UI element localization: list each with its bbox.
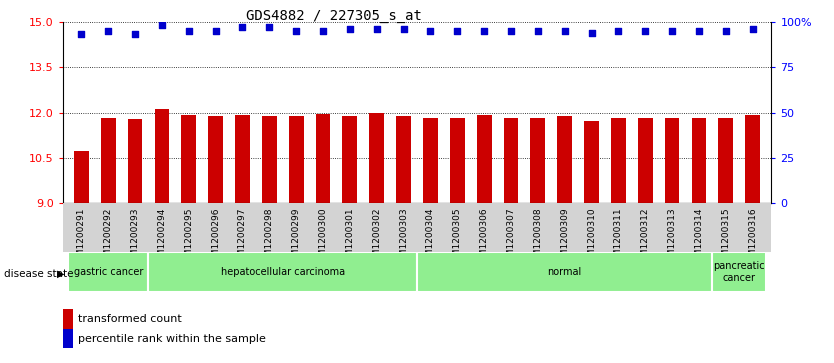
Bar: [718, 118, 733, 203]
Point: [666, 28, 679, 34]
Point: [316, 28, 329, 34]
Point: [477, 28, 490, 34]
Text: GSM1200313: GSM1200313: [667, 207, 676, 268]
Point: [611, 28, 625, 34]
Text: gastric cancer: gastric cancer: [73, 267, 143, 277]
Text: GSM1200298: GSM1200298: [265, 207, 274, 268]
Point: [370, 26, 384, 32]
Bar: [369, 113, 384, 203]
Text: GSM1200316: GSM1200316: [748, 207, 757, 268]
Bar: [315, 114, 330, 203]
Point: [397, 26, 410, 32]
Text: GSM1200291: GSM1200291: [77, 207, 86, 268]
Text: GSM1200303: GSM1200303: [399, 207, 408, 268]
Bar: [128, 119, 143, 203]
Bar: [746, 115, 760, 203]
Text: GSM1200307: GSM1200307: [506, 207, 515, 268]
Text: GSM1200310: GSM1200310: [587, 207, 596, 268]
Text: GSM1200305: GSM1200305: [453, 207, 462, 268]
Point: [558, 28, 571, 34]
Bar: [477, 115, 491, 203]
Point: [102, 28, 115, 34]
Point: [182, 28, 195, 34]
Text: normal: normal: [548, 267, 582, 277]
Text: GSM1200294: GSM1200294: [158, 207, 167, 268]
Bar: [712, 252, 766, 292]
Point: [746, 26, 759, 32]
Text: GSM1200304: GSM1200304: [426, 207, 435, 268]
Text: GSM1200297: GSM1200297: [238, 207, 247, 268]
Text: GSM1200301: GSM1200301: [345, 207, 354, 268]
Bar: [154, 109, 169, 203]
Bar: [584, 121, 599, 203]
Bar: [665, 118, 680, 203]
Bar: [557, 117, 572, 203]
Bar: [450, 118, 465, 203]
Text: GSM1200296: GSM1200296: [211, 207, 220, 268]
Text: GSM1200302: GSM1200302: [372, 207, 381, 268]
Text: ▶: ▶: [57, 269, 64, 279]
Point: [289, 28, 303, 34]
Bar: [289, 117, 304, 203]
Bar: [423, 118, 438, 203]
Bar: [343, 117, 357, 203]
Point: [424, 28, 437, 34]
Point: [719, 28, 732, 34]
Point: [209, 28, 223, 34]
Bar: [417, 252, 712, 292]
Text: GSM1200315: GSM1200315: [721, 207, 731, 268]
Point: [531, 28, 545, 34]
Point: [505, 28, 518, 34]
Bar: [68, 252, 148, 292]
Text: GSM1200300: GSM1200300: [319, 207, 328, 268]
Point: [344, 26, 357, 32]
Bar: [181, 115, 196, 203]
Text: percentile rank within the sample: percentile rank within the sample: [78, 334, 265, 344]
Point: [585, 30, 598, 36]
Point: [155, 23, 168, 28]
Bar: [504, 118, 519, 203]
Bar: [74, 151, 88, 203]
Text: pancreatic
cancer: pancreatic cancer: [713, 261, 765, 283]
Text: GSM1200306: GSM1200306: [480, 207, 489, 268]
Bar: [611, 118, 626, 203]
Bar: [262, 117, 277, 203]
Bar: [235, 115, 250, 203]
Text: GSM1200308: GSM1200308: [533, 207, 542, 268]
Text: transformed count: transformed count: [78, 314, 181, 324]
Text: GSM1200293: GSM1200293: [131, 207, 139, 268]
Point: [128, 32, 142, 37]
Text: GDS4882 / 227305_s_at: GDS4882 / 227305_s_at: [246, 9, 421, 23]
Text: GSM1200311: GSM1200311: [614, 207, 623, 268]
Bar: [691, 118, 706, 203]
Text: GSM1200295: GSM1200295: [184, 207, 193, 268]
Bar: [638, 118, 653, 203]
Text: GSM1200292: GSM1200292: [103, 207, 113, 268]
Text: GSM1200299: GSM1200299: [292, 207, 301, 268]
Bar: [148, 252, 417, 292]
Bar: [101, 118, 116, 203]
Text: disease state: disease state: [4, 269, 73, 279]
Text: GSM1200314: GSM1200314: [695, 207, 703, 268]
Point: [236, 24, 249, 30]
Bar: [530, 118, 545, 203]
Text: GSM1200312: GSM1200312: [641, 207, 650, 268]
Text: GSM1200309: GSM1200309: [560, 207, 569, 268]
Bar: [208, 116, 223, 203]
Point: [639, 28, 652, 34]
Text: hepatocellular carcinoma: hepatocellular carcinoma: [221, 267, 344, 277]
Point: [263, 24, 276, 30]
Point: [692, 28, 706, 34]
Bar: [396, 117, 411, 203]
Point: [450, 28, 464, 34]
Point: [75, 32, 88, 37]
